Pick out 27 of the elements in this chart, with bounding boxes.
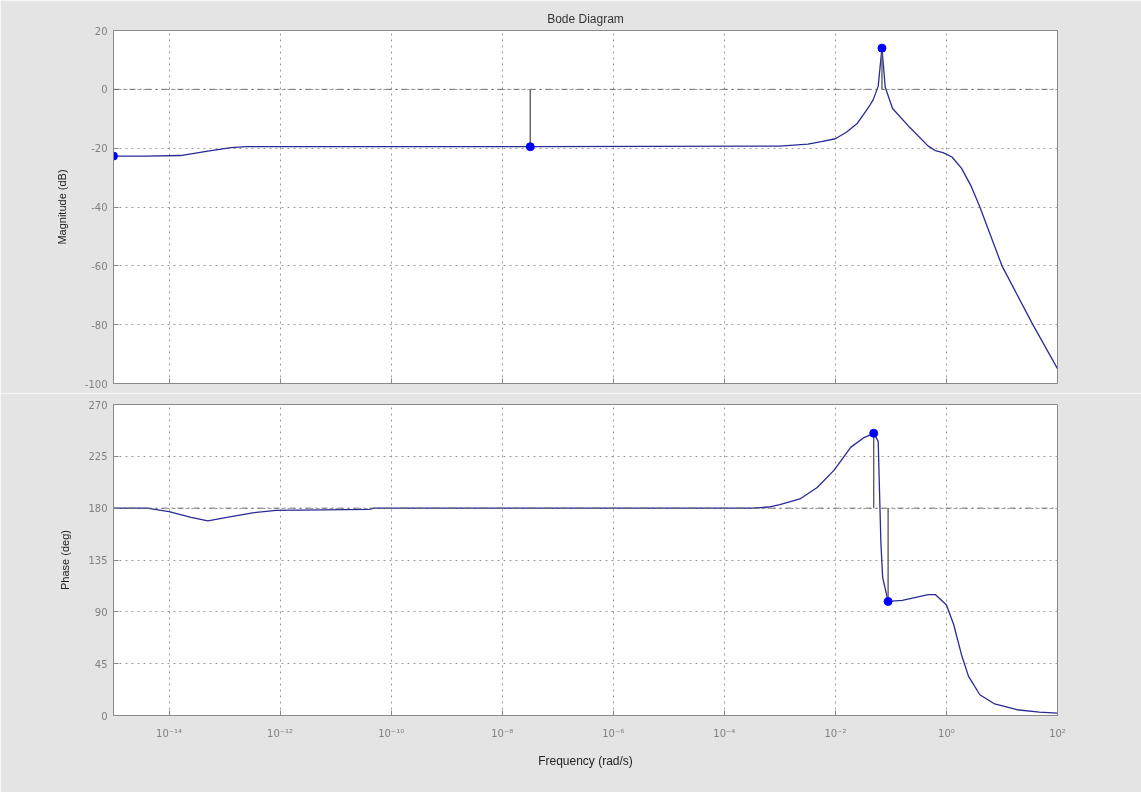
y-tick-label: 0 — [101, 710, 108, 722]
y-axis-title: Magnitude (dB) — [55, 169, 68, 245]
x-tick-label: 10⁻¹⁴ — [156, 727, 183, 739]
y-tick-label: -40 — [91, 202, 108, 213]
chart-title: Bode Diagram — [547, 11, 624, 26]
y-tick-label: 20 — [94, 25, 108, 37]
y-axis-title: Phase (deg) — [59, 530, 72, 590]
x-tick-label: 10⁻⁶ — [602, 727, 625, 739]
x-tick-label: 10⁻¹⁰ — [378, 727, 405, 739]
y-tick-label: 270 — [88, 399, 108, 411]
x-tick-label: 10² — [1049, 727, 1066, 739]
y-tick-label: -100 — [84, 378, 108, 390]
y-tick-label: 90 — [94, 606, 108, 618]
y-tick-label: 180 — [88, 503, 108, 515]
y-tick-label: 45 — [94, 658, 108, 670]
x-tick-label: 10⁻⁸ — [491, 727, 514, 739]
x-axis-title: Frequency (rad/s) — [538, 753, 633, 768]
y-tick-label: -80 — [91, 319, 108, 331]
y-tick-label: -20 — [91, 143, 108, 155]
x-tick-label: 10⁻⁴ — [713, 727, 736, 739]
x-tick-label: 10⁻¹² — [267, 727, 294, 739]
y-tick-label: 135 — [88, 555, 108, 566]
x-tick-label: 10⁻² — [824, 727, 847, 739]
y-tick-label: 225 — [88, 451, 108, 463]
y-tick-label: 0 — [101, 84, 108, 96]
y-tick-label: -60 — [91, 260, 108, 272]
x-tick-label: 10⁰ — [938, 727, 955, 739]
